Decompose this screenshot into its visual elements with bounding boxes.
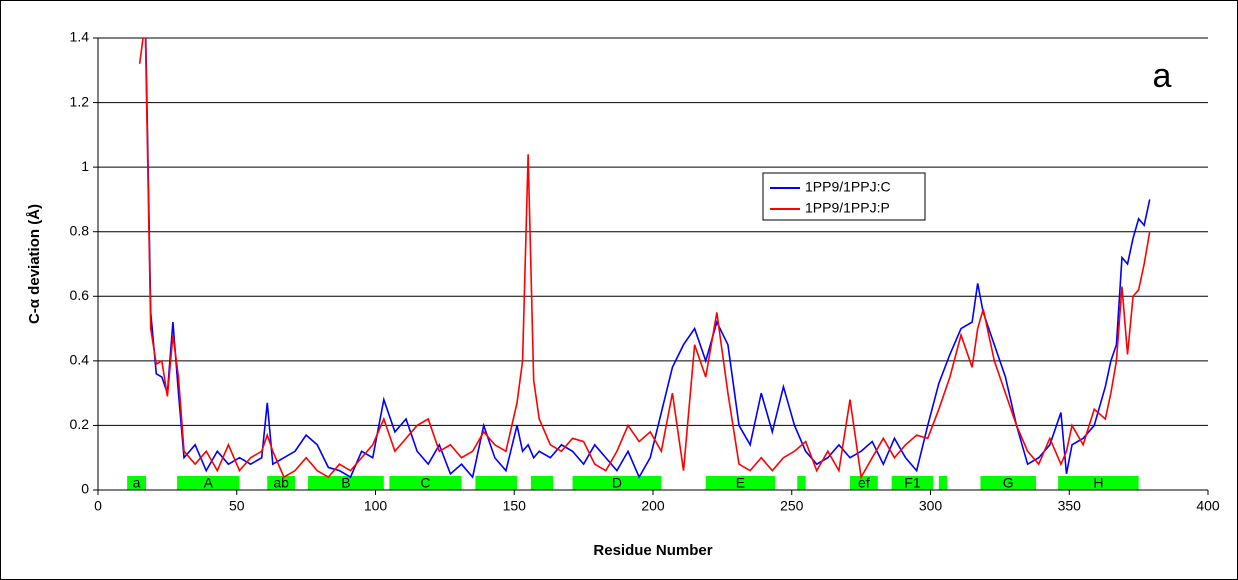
lines	[138, 38, 1151, 480]
segment	[572, 476, 662, 490]
segment	[308, 476, 384, 490]
segment-label: F1	[904, 475, 921, 491]
y-tick-label: 0	[81, 481, 89, 497]
panel-label: a	[1153, 57, 1172, 95]
y-axis-label: C-α deviation (Å)	[26, 204, 43, 324]
y-tick-label: 1.2	[70, 93, 90, 109]
y-tick-label: 1.4	[70, 29, 90, 45]
segment	[891, 476, 934, 490]
x-tick-label: 150	[503, 498, 527, 514]
segment-label: G	[1003, 475, 1014, 491]
segment-label: A	[204, 475, 214, 491]
segment	[127, 476, 147, 490]
segment	[267, 476, 296, 490]
segment-label: H	[1093, 475, 1103, 491]
legend: 1PP9/1PPJ:C 1PP9/1PPJ:P	[762, 172, 926, 221]
segment-label: D	[612, 475, 622, 491]
segment-label: a	[133, 475, 141, 491]
x-axis-label: Residue Number	[593, 542, 712, 559]
segment	[475, 476, 518, 490]
x-tick-label: 200	[641, 498, 665, 514]
grid	[98, 37, 1208, 491]
segment	[850, 476, 878, 490]
series-line	[144, 38, 1151, 479]
y-tick-label: 0.6	[70, 287, 90, 303]
x-tick-label: 100	[364, 498, 388, 514]
legend-label: 1PP9/1PPJ:P	[805, 200, 890, 216]
segment	[530, 476, 554, 490]
segment	[797, 476, 806, 490]
segment-label: E	[736, 475, 745, 491]
y-tick-label: 0.8	[70, 222, 90, 238]
y-tick-label: 0.4	[70, 352, 90, 368]
x-tick-label: 0	[94, 498, 102, 514]
x-tick-label: 50	[229, 498, 245, 514]
segment-label: C	[420, 475, 430, 491]
segment-label: B	[341, 475, 350, 491]
x-tick-label: 350	[1058, 498, 1082, 514]
segment-label: ab	[273, 475, 289, 491]
segment	[1058, 476, 1139, 490]
y-tick-label: 0.2	[70, 416, 90, 432]
x-tick-label: 300	[919, 498, 943, 514]
y-tick-label: 1	[81, 158, 89, 174]
x-tick-label: 400	[1196, 498, 1220, 514]
segment-label: ef	[858, 475, 870, 491]
legend-box	[762, 172, 926, 221]
segment	[389, 476, 462, 490]
segment	[705, 476, 776, 490]
x-tick-label: 250	[780, 498, 804, 514]
segment	[980, 476, 1036, 490]
segment	[938, 476, 948, 490]
segment	[177, 476, 240, 490]
series-line	[138, 38, 1151, 480]
axes: 0 0.2 0.4 0.6 0.8 1 1.2 1.4 0 50 100 150 200 250 300 35…	[70, 29, 1220, 514]
legend-label: 1PP9/1PPJ:C	[805, 179, 891, 195]
